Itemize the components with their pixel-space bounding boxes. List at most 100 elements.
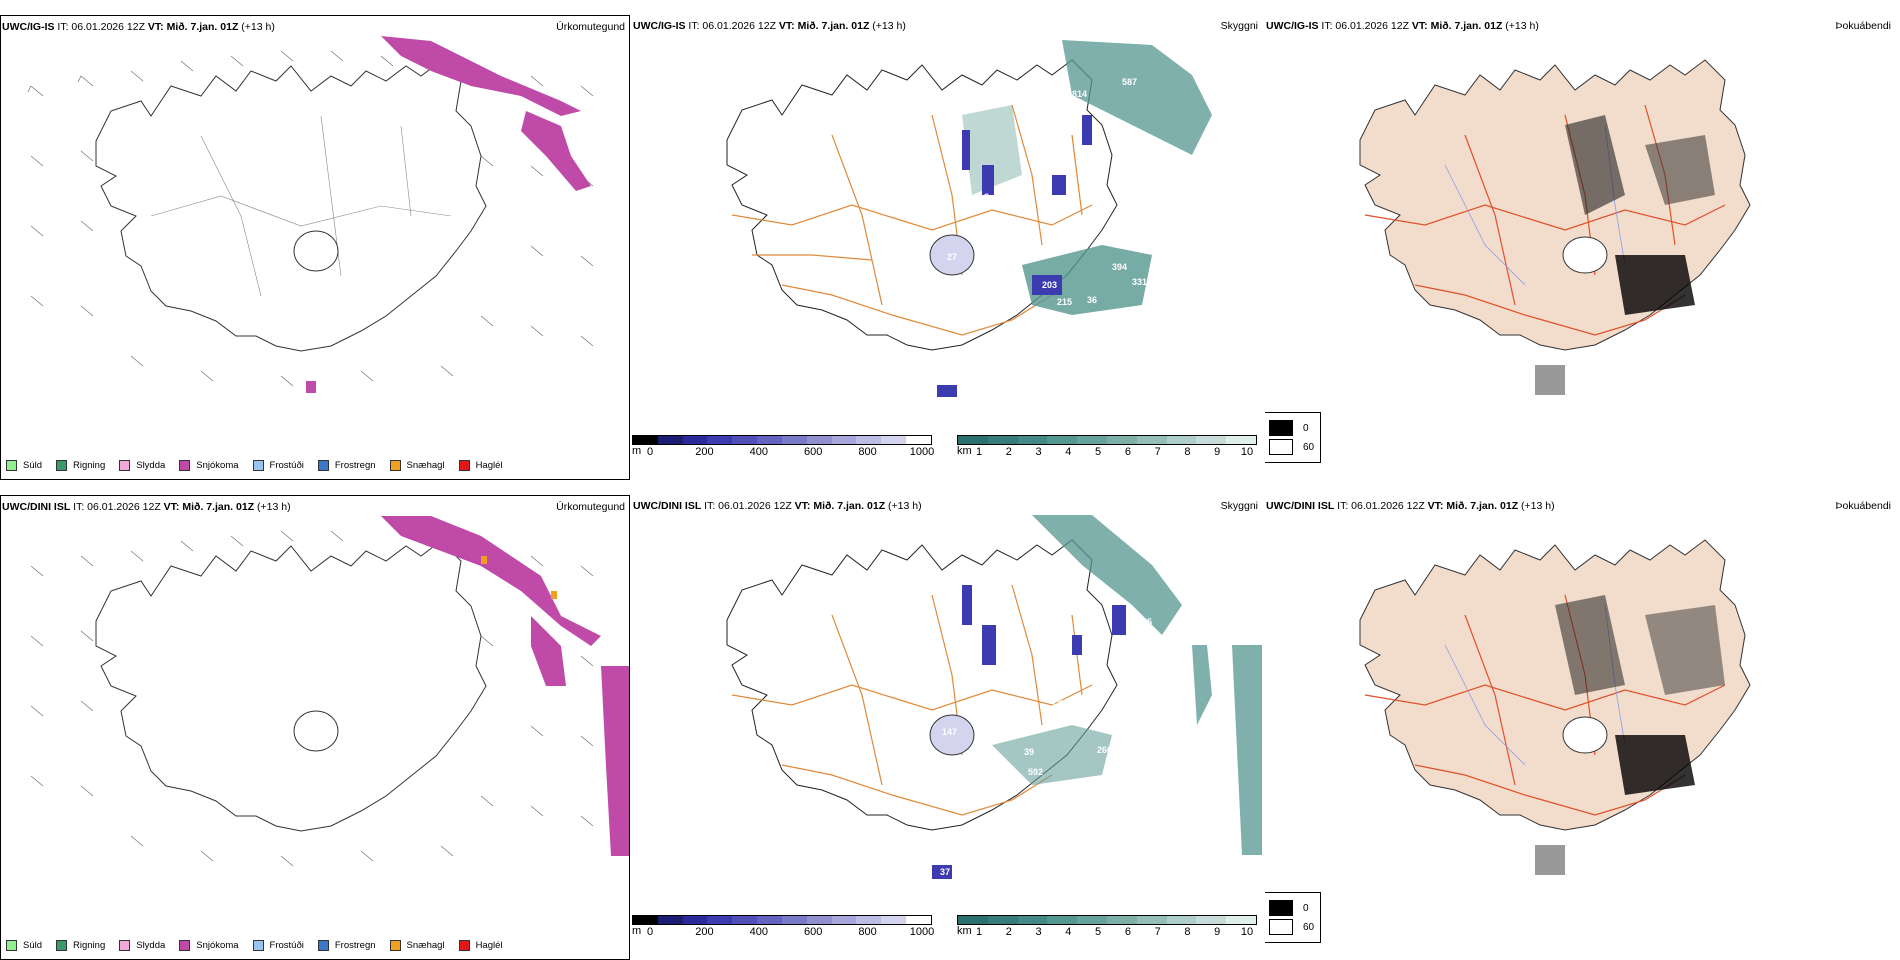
legend-item: Haglél [458,460,503,471]
colorbar-tick: 3 [1035,446,1042,458]
cloudbase-colorbar: 0 200 400 600 800 1000 m [632,915,935,939]
cloudbase-colorbar: 0 200 400 600 800 1000 m [632,435,935,459]
colorbar-tick: 5 [1095,446,1102,458]
fog-map [1359,59,1751,395]
fog-index-panel-dini: UWC/DINI ISL IT: 06.01.2026 12Z VT: Mið.… [1265,495,1895,960]
colorbar-tick: 1 [975,446,983,458]
panel-title: UWC/DINI ISL IT: 06.01.2026 12Z VT: Mið.… [633,500,922,512]
colorbar-tick: 200 [695,926,714,938]
legend-item: Rigning [56,460,105,471]
fog-index-panel-igis: UWC/IG-IS IT: 06.01.2026 12Z VT: Mið. 7.… [1265,15,1895,480]
panel-title: UWC/IG-IS IT: 06.01.2026 12Z VT: Mið. 7.… [1266,20,1539,32]
colorbar-tick: 600 [804,446,823,458]
svg-text:949: 949 [1177,587,1192,597]
visibility-colorbar: 1 2 3 4 5 6 7 8 9 10 km [957,435,1257,459]
panel-title: UWC/DINI ISL IT: 06.01.2026 12Z VT: Mið.… [2,501,291,513]
fog-map [1359,539,1751,875]
legend-item: Frostúði [252,940,304,951]
precip-type-panel-dini: UWC/DINI ISL IT: 06.01.2026 12Z VT: Mið.… [0,495,630,960]
panel-title: UWC/IG-IS IT: 06.01.2026 12Z VT: Mið. 7.… [2,21,275,33]
snow-area-north [381,36,581,116]
svg-text:203: 203 [1042,280,1057,290]
svg-text:339: 339 [1002,269,1017,279]
legend-item: Snjókoma [179,940,239,951]
panel-subtitle: Úrkomutegund [556,21,625,33]
precip-type-panel-igis: UWC/IG-IS IT: 06.01.2026 12Z VT: Mið. 7.… [0,15,630,480]
panel-title: UWC/DINI ISL IT: 06.01.2026 12Z VT: Mið.… [1266,500,1555,512]
svg-text:394: 394 [1112,262,1127,272]
fog-legend: 0 60 [1265,412,1322,463]
colorbar-tick: 4 [1065,446,1072,458]
svg-text:215: 215 [1057,297,1072,307]
cloudbase-map: 949 945 358 330 79 147 592 266 39 37 [726,515,1262,879]
colorbar-tick: 400 [749,446,768,458]
colorbar-tick: 7 [1154,446,1161,458]
colorbar-tick: 8 [1184,446,1191,458]
svg-text:331: 331 [1132,277,1147,287]
legend-item: Slydda [119,940,165,951]
colorbar-tick: 4 [1065,926,1072,938]
colorbar-tick: 1000 [909,446,935,458]
visibility-colorbar: 1 2 3 4 5 6 7 8 9 10 km [957,915,1257,939]
legend-item: Snæhagl [389,940,445,951]
svg-text:8: 8 [984,192,989,202]
colorbar-tick: 7 [1154,926,1161,938]
svg-text:358: 358 [1177,617,1192,627]
colorbar-tick: 10 [1240,926,1254,938]
colorbar-tick: 2 [1005,926,1012,938]
colorbar-tick: 800 [858,926,877,938]
svg-text:37: 37 [940,867,950,877]
cloudbase-map: 587 814 346 331 203 215 36 27 8 339 394 [726,40,1212,397]
legend-item: Snæhagl [389,460,445,471]
colorbar-tick: 1000 [909,926,935,938]
svg-text:587: 587 [1122,77,1137,87]
colorbar-tick: 9 [1214,926,1221,938]
legend-item: Frostregn [317,460,376,471]
snow-area-east [521,111,591,191]
panel-subtitle: Skyggni [1220,500,1258,512]
panel-subtitle: Skyggni [1220,20,1258,32]
cloudbase-visibility-panel-dini: UWC/DINI ISL IT: 06.01.2026 12Z VT: Mið.… [632,495,1262,960]
svg-text:147: 147 [942,727,957,737]
colorbar-tick: 800 [858,446,877,458]
colorbar-tick: 10 [1240,446,1254,458]
svg-text:36: 36 [1087,295,1097,305]
colorbar-tick: 8 [1184,926,1191,938]
svg-text:266: 266 [1097,745,1112,755]
svg-text:592: 592 [1028,767,1043,777]
colorbar-tick: 6 [1124,926,1131,938]
svg-text:814: 814 [1072,89,1087,99]
colorbar-tick: 0 [646,926,654,938]
legend-item: Rigning [56,940,105,951]
colorbar-tick: 9 [1214,446,1221,458]
colorbar-tick: 0 [646,446,654,458]
precip-map [30,516,629,867]
colorbar-tick: 2 [1005,446,1012,458]
colorbar-tick: 600 [804,926,823,938]
panel-title: UWC/IG-IS IT: 06.01.2026 12Z VT: Mið. 7.… [633,20,906,32]
fog-legend: 0 60 [1265,892,1322,943]
svg-text:79: 79 [1052,697,1062,707]
precip-legend: Súld Rigning Slydda Snjókoma Frostúði Fr… [6,460,503,471]
legend-item: Súld [6,940,42,951]
panel-subtitle: Úrkomutegund [556,501,625,513]
wind-barbs [27,50,594,387]
cloudbase-visibility-panel-igis: UWC/IG-IS IT: 06.01.2026 12Z VT: Mið. 7.… [632,15,1262,480]
colorbar-tick: 3 [1035,926,1042,938]
colorbar-tick: 5 [1095,926,1102,938]
legend-item: Frostregn [317,940,376,951]
svg-text:330: 330 [1177,632,1192,642]
precip-legend: Súld Rigning Slydda Snjókoma Frostúði Fr… [6,940,503,951]
legend-item: Slydda [119,460,165,471]
svg-text:27: 27 [947,252,957,262]
svg-text:945: 945 [1137,617,1152,627]
precip-map [27,36,594,393]
colorbar-tick: 6 [1124,446,1131,458]
legend-item: Frostúði [252,460,304,471]
colorbar-tick: 1 [975,926,983,938]
legend-item: Haglél [458,940,503,951]
colorbar-tick: 200 [695,446,714,458]
panel-subtitle: Þokuábendi [1835,20,1891,32]
legend-item: Snjókoma [179,460,239,471]
panel-subtitle: Þokuábendi [1835,500,1891,512]
